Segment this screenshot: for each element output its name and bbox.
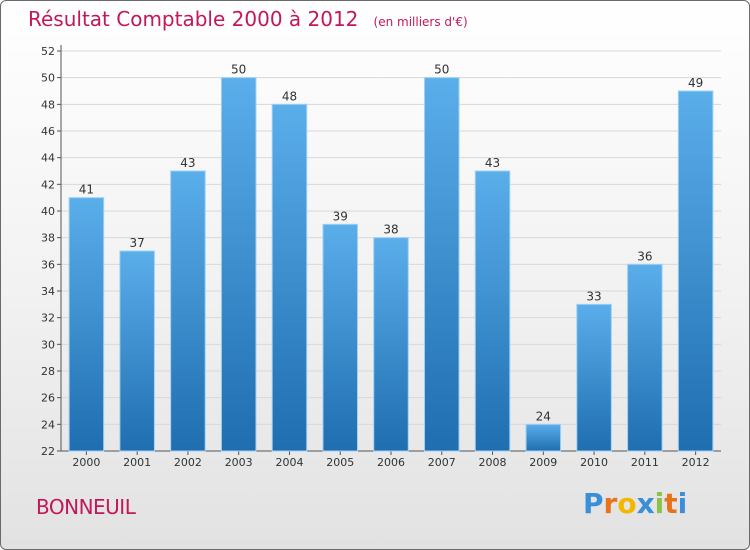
bar-2006 [373, 237, 409, 452]
chart-title: Résultat Comptable 2000 à 2012 (en milli… [28, 7, 468, 31]
data-label-2012: 49 [688, 76, 703, 90]
x-tick-label: 2008 [479, 456, 507, 469]
bar-2011 [627, 263, 663, 452]
logo-letter: t [664, 487, 678, 520]
x-tick-label: 2000 [72, 456, 100, 469]
data-label-2005: 39 [333, 209, 348, 223]
logo-letter: r [603, 487, 618, 520]
data-label-2002: 43 [180, 156, 195, 170]
bars [68, 77, 714, 452]
x-tick-label: 2002 [174, 456, 202, 469]
data-label-2011: 36 [637, 249, 652, 263]
y-tick-label: 22 [41, 445, 55, 458]
data-label-2003: 50 [231, 63, 246, 77]
commune-name: BONNEUIL [36, 495, 136, 519]
y-tick-label: 30 [41, 338, 55, 351]
bar-2004 [271, 103, 308, 452]
data-label-2010: 33 [586, 289, 601, 303]
logo-letter: i [677, 487, 688, 520]
x-tick-label: 2006 [377, 456, 405, 469]
bar-2002 [170, 170, 206, 452]
proxiti-logo: Proxiti [583, 487, 687, 520]
y-tick-label: 26 [41, 392, 55, 405]
data-label-2001: 37 [130, 236, 145, 250]
x-tick-label: 2012 [682, 456, 710, 469]
bar-2012 [677, 90, 714, 452]
bar-2001 [119, 250, 155, 452]
bar-2010 [576, 303, 612, 452]
y-tick-label: 32 [41, 312, 55, 325]
data-label-2007: 50 [434, 63, 449, 77]
x-tick-label: 2009 [529, 456, 557, 469]
labels: 41 2000 37 2001 43 2002 50 2003 48 2004 39 2005 38 20… [72, 63, 709, 469]
bar-2005 [322, 223, 358, 452]
y-tick-label: 38 [41, 232, 55, 245]
x-tick-label: 2001 [123, 456, 151, 469]
y-tick-label: 42 [41, 178, 55, 191]
logo-letter: P [583, 487, 604, 520]
data-label-2008: 43 [485, 156, 500, 170]
y-tick-label: 50 [41, 72, 55, 85]
y-tick-label: 28 [41, 365, 55, 378]
chart-title-unit: (en milliers d'€) [373, 15, 468, 29]
logo-letter: o [617, 487, 637, 520]
data-label-2004: 48 [282, 89, 297, 103]
y-tick-label: 52 [41, 45, 55, 58]
x-tick-label: 2011 [631, 456, 659, 469]
bar-2009 [525, 423, 562, 452]
logo-letter: i [654, 487, 665, 520]
y-tick-label: 48 [41, 98, 55, 111]
data-label-2006: 38 [383, 223, 398, 237]
y-tick-label: 44 [41, 152, 55, 165]
chart-title-main: Résultat Comptable 2000 à 2012 [28, 7, 359, 31]
y-tick-label: 24 [41, 418, 55, 431]
data-label-2009: 24 [536, 409, 551, 423]
bar-2008 [474, 170, 511, 452]
x-tick-label: 2004 [275, 456, 303, 469]
x-tick-label: 2007 [428, 456, 456, 469]
bar-2003 [220, 77, 257, 452]
x-tick-label: 2005 [326, 456, 354, 469]
x-tick-label: 2010 [580, 456, 608, 469]
logo-letter: x [636, 487, 655, 520]
x-tick-label: 2003 [225, 456, 253, 469]
y-tick-label: 40 [41, 205, 55, 218]
data-label-2000: 41 [79, 183, 94, 197]
y-tick-label: 34 [41, 285, 55, 298]
bar-2007 [424, 77, 460, 452]
bar-2000 [68, 197, 105, 452]
y-tick-label: 46 [41, 125, 55, 138]
y-tick-label: 36 [41, 258, 55, 271]
